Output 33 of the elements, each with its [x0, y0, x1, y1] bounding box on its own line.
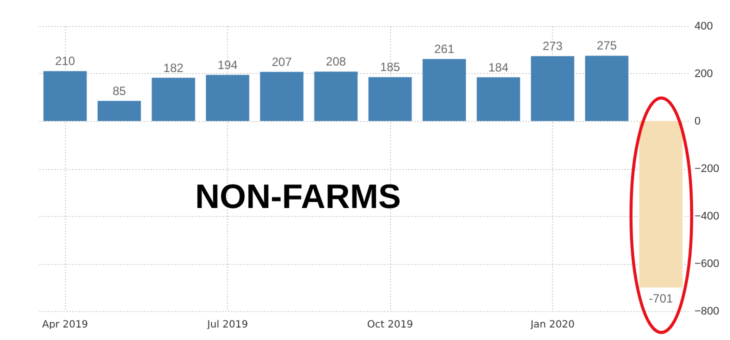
bar	[260, 72, 304, 121]
y-tick-label: 200	[694, 68, 713, 80]
data-label: 184	[488, 60, 509, 74]
bar	[206, 74, 250, 121]
bar	[43, 71, 87, 121]
bar	[314, 72, 358, 121]
data-label: -701	[648, 291, 674, 306]
bar	[476, 77, 520, 121]
y-tick-label: 400	[694, 20, 713, 32]
y-tick-label: −800	[694, 306, 720, 318]
y-tick-label: −400	[694, 210, 720, 222]
bar	[530, 56, 574, 121]
data-label: 275	[596, 38, 618, 53]
data-label: 194	[218, 58, 238, 72]
bar	[585, 56, 628, 121]
annotation: NON-FARMS	[195, 178, 401, 216]
y-tick-label: −600	[694, 258, 720, 270]
data-label: 207	[272, 54, 292, 69]
y-tick-label: −200	[694, 163, 720, 175]
data-label: 182	[163, 60, 184, 75]
bar	[98, 100, 141, 121]
data-label: 261	[434, 42, 455, 56]
y-tick-label: 0	[694, 116, 701, 128]
bar	[152, 78, 196, 121]
data-label: 210	[55, 54, 76, 68]
x-tick-label: Oct 2019	[367, 320, 414, 330]
data-label: 185	[380, 60, 400, 74]
data-label: 85	[112, 84, 126, 98]
bar	[422, 59, 466, 121]
data-label: 273	[542, 39, 563, 54]
data-label: 208	[326, 54, 346, 69]
bar	[368, 77, 412, 121]
bar	[639, 121, 683, 288]
